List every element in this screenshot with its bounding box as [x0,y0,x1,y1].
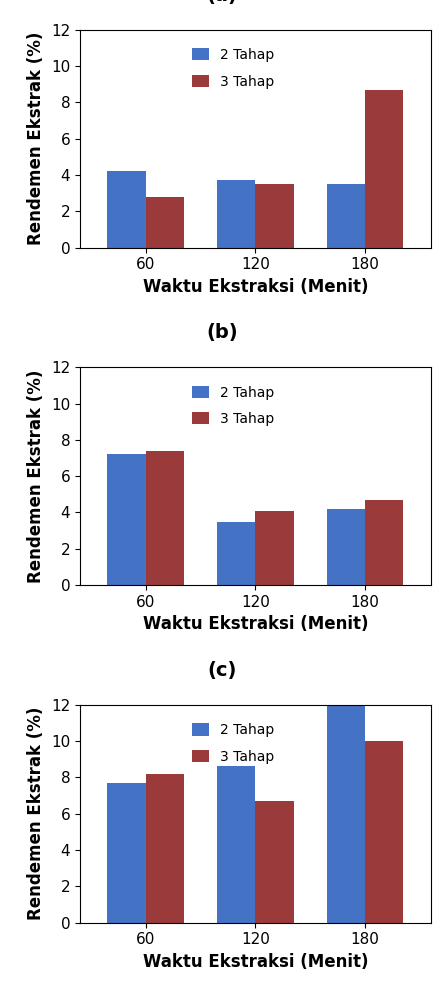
Bar [107,454,146,585]
Y-axis label: Rendemen Ekstrak (%): Rendemen Ekstrak (%) [28,707,45,921]
Text: (c): (c) [207,661,237,680]
Bar [255,801,293,923]
Bar [146,196,184,248]
Legend: 2 Tahap, 3 Tahap: 2 Tahap, 3 Tahap [185,41,281,95]
Bar [217,181,255,248]
Bar [326,704,365,923]
Text: (b): (b) [206,323,238,342]
Legend: 2 Tahap, 3 Tahap: 2 Tahap, 3 Tahap [185,716,281,771]
X-axis label: Waktu Ekstraksi (Menit): Waktu Ekstraksi (Menit) [143,953,368,971]
X-axis label: Waktu Ekstraksi (Menit): Waktu Ekstraksi (Menit) [143,278,368,296]
Bar [255,511,293,585]
Bar [107,172,146,248]
X-axis label: Waktu Ekstraksi (Menit): Waktu Ekstraksi (Menit) [143,615,368,633]
Y-axis label: Rendemen Ekstrak (%): Rendemen Ekstrak (%) [28,32,45,245]
Bar [146,774,184,923]
Bar [365,500,403,585]
Bar [107,783,146,923]
Bar [365,741,403,923]
Legend: 2 Tahap, 3 Tahap: 2 Tahap, 3 Tahap [185,379,281,433]
Bar [255,184,293,248]
Bar [326,184,365,248]
Y-axis label: Rendemen Ekstrak (%): Rendemen Ekstrak (%) [28,369,45,583]
Bar [365,89,403,248]
Bar [146,450,184,585]
Text: (a): (a) [206,0,238,5]
Bar [217,522,255,585]
Bar [217,766,255,923]
Bar [326,509,365,585]
